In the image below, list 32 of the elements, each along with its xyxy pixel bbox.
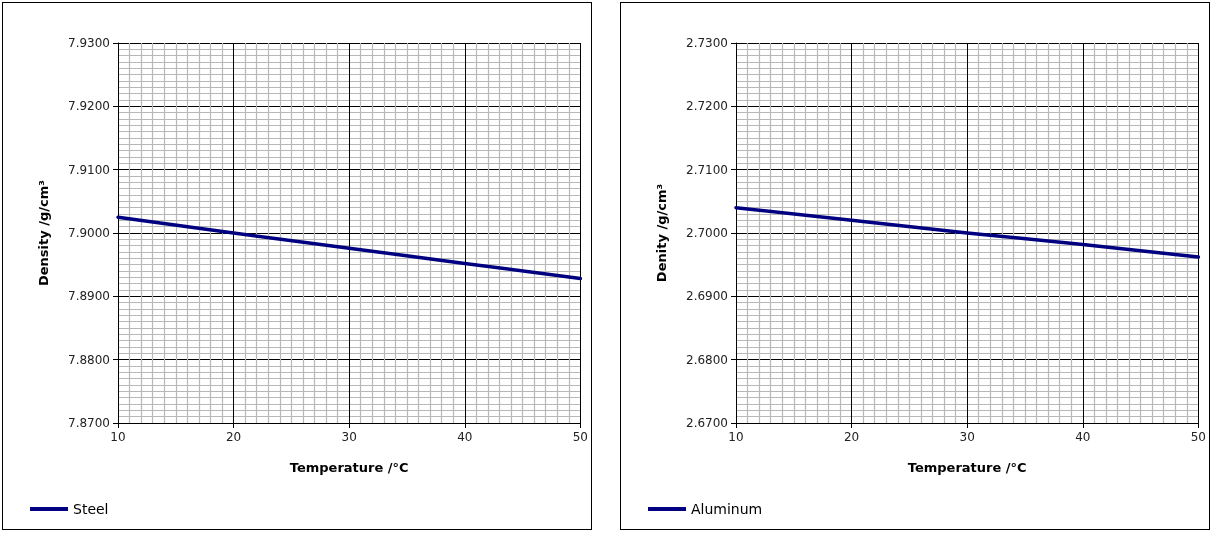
x-tick-label: 10 — [110, 430, 126, 444]
x-tick-label: 20 — [843, 430, 860, 444]
legend-label: Aluminum — [691, 501, 763, 517]
y-tick-label: 7.9000 — [68, 226, 110, 240]
y-tick-label: 7.9200 — [68, 99, 110, 114]
line-series — [116, 215, 583, 281]
y-tick-label: 2.6700 — [686, 416, 728, 430]
y-tick-label: 7.8700 — [68, 416, 110, 430]
y-tick-label: 2.7100 — [686, 162, 728, 177]
x-axis-title: Temperature /°C — [289, 460, 409, 475]
y-tick-label: 7.9300 — [68, 36, 110, 50]
y-axis-title: Denity /g/cm³ — [654, 183, 669, 283]
x-tick-label: 30 — [341, 430, 357, 444]
x-tick-label: 10 — [728, 430, 744, 444]
x-axis-title: Temperature /°C — [907, 460, 1027, 475]
y-tick-label: 7.8900 — [68, 289, 110, 304]
y-tick-label: 7.9100 — [68, 162, 110, 177]
x-tick-label: 30 — [959, 430, 975, 444]
x-tick-label: 50 — [1190, 430, 1207, 444]
y-tick-label: 2.7300 — [686, 36, 728, 50]
y-tick-label: 2.7000 — [686, 226, 728, 240]
y-tick-label: 2.6900 — [686, 289, 728, 304]
x-tick-label: 50 — [572, 430, 589, 444]
y-tick-label: 2.6800 — [686, 352, 728, 367]
x-tick-label: 40 — [457, 430, 473, 444]
y-tick-label: 7.8800 — [68, 352, 110, 367]
line-series — [734, 205, 1201, 259]
x-tick-label: 20 — [225, 430, 242, 444]
x-tick-label: 40 — [1075, 430, 1091, 444]
y-tick-label: 2.7200 — [686, 99, 728, 114]
y-axis-title: Density /g/cm³ — [36, 179, 51, 287]
legend-label: Steel — [73, 501, 109, 517]
